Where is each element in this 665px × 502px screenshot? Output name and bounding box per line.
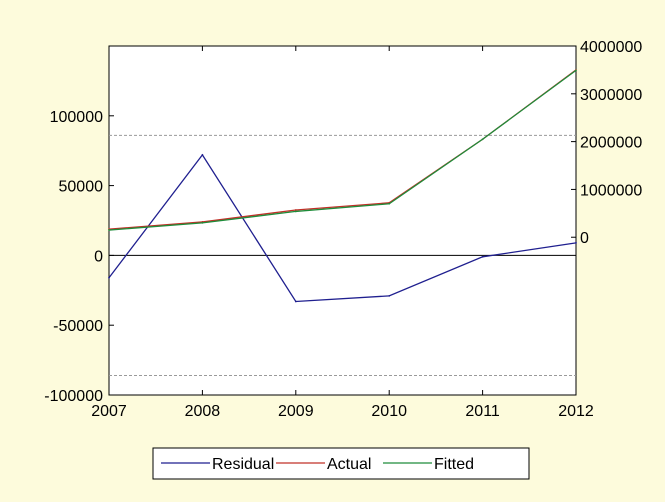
x-tick-label: 2012	[558, 403, 594, 420]
residual-point-2010	[388, 294, 391, 297]
x-tick-label: 2008	[185, 403, 221, 420]
actual-point-2009	[294, 209, 297, 211]
residual-point-2011	[481, 255, 484, 258]
left-tick-label: 100000	[50, 109, 103, 126]
left-y-axis: 100000 50000 0 -50000 -100000	[44, 109, 114, 405]
right-tick-label: 0	[580, 230, 589, 247]
right-tick-label: 1000000	[580, 182, 642, 199]
x-tick-label: 2009	[278, 403, 314, 420]
residual-point-2009	[294, 300, 297, 303]
fitted-point-2010	[388, 202, 391, 205]
fitted-point-2009	[294, 210, 297, 213]
residual-point-2008	[201, 153, 204, 156]
fitted-point-2007	[108, 229, 110, 231]
series-layer	[108, 69, 577, 303]
left-tick-label: 0	[94, 248, 103, 265]
right-y-axis: 4000000 3000000 2000000 1000000 0	[571, 39, 642, 247]
right-tick-label: 3000000	[580, 87, 642, 104]
x-tick-label: 2011	[465, 403, 500, 420]
legend-label-actual: Actual	[327, 456, 371, 473]
plot-area	[108, 45, 577, 396]
legend-box	[152, 447, 530, 480]
residual-series-line	[108, 153, 577, 303]
fitted-point-2008	[201, 221, 204, 224]
x-axis: 2007 2008 2009 2010 2011 2012	[91, 46, 594, 420]
legend-label-fitted: Fitted	[434, 456, 474, 473]
right-tick-label: 2000000	[580, 135, 642, 152]
left-tick-label: 50000	[59, 179, 104, 196]
legend-label-residual: Residual	[212, 456, 274, 473]
residual-point-2012	[575, 241, 577, 244]
fitted-point-2011	[481, 138, 484, 141]
x-tick-label: 2010	[371, 403, 407, 420]
fitted-series-line	[108, 69, 577, 231]
right-tick-label: 4000000	[580, 39, 642, 56]
residual-point-2007	[108, 276, 110, 279]
reference-lines	[109, 134, 576, 376]
x-tick-label: 2007	[91, 403, 127, 420]
legend: Residual Actual Fitted	[152, 447, 530, 480]
left-tick-label: -50000	[53, 318, 103, 335]
fitted-point-2012	[575, 69, 577, 72]
left-tick-label: -100000	[44, 388, 103, 405]
